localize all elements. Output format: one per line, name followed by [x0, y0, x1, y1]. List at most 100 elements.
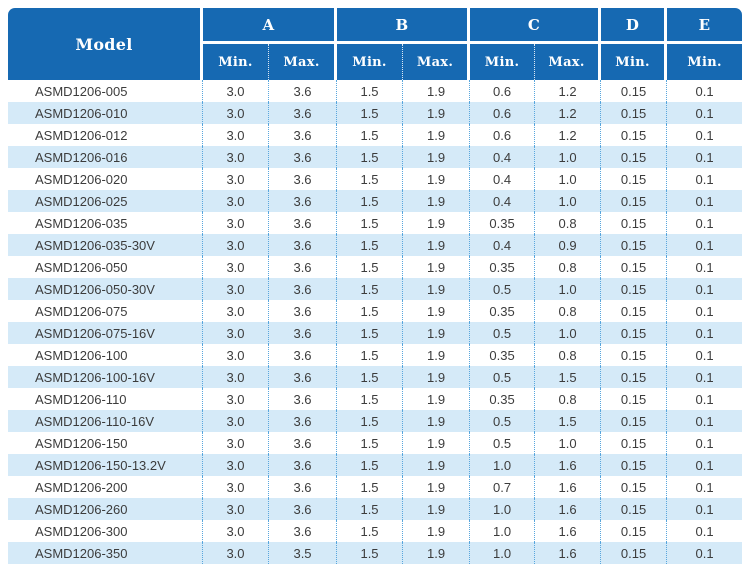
value-cell: 1.0 [470, 542, 536, 564]
value-cell: 0.15 [601, 168, 668, 190]
model-cell: ASMD1206-075 [8, 300, 203, 322]
value-cell: 3.6 [269, 212, 338, 234]
value-cell: 3.6 [269, 234, 338, 256]
value-cell: 0.6 [470, 124, 536, 146]
value-cell: 3.6 [269, 366, 338, 388]
table-row: ASMD1206-035 3.0 3.6 1.5 1.9 0.35 0.8 0.15 0.1 [8, 212, 742, 234]
value-cell: 1.9 [403, 190, 471, 212]
value-cell: 1.5 [337, 322, 404, 344]
value-cell: 0.4 [470, 146, 536, 168]
value-cell: 0.15 [601, 542, 668, 564]
value-cell: 3.6 [269, 344, 338, 366]
value-cell: 1.9 [403, 432, 471, 454]
table-row: ASMD1206-110-16V 3.0 3.6 1.5 1.9 0.5 1.5 0.15 0.… [8, 410, 743, 432]
model-cell: ASMD1206-016 [8, 146, 203, 168]
value-cell: 0.1 [695, 215, 714, 231]
value-cell: 1.5 [337, 542, 404, 564]
value-cell: 0.1 [695, 171, 714, 187]
spec-table: Model A B C D E Min. Max. Min. Max. Min.… [8, 8, 743, 564]
column-header-d-min: Min. [601, 44, 668, 80]
value-cell: 1.5 [535, 410, 602, 432]
value-cell: 0.15 [601, 366, 668, 388]
value-cell: 0.1 [667, 190, 743, 212]
value-cell: 0.15 [601, 124, 668, 146]
value-cell: 0.1 [695, 259, 714, 275]
value-cell: 1.9 [403, 300, 471, 322]
value-cell: 0.4 [470, 190, 536, 212]
model-cell: ASMD1206-020 [8, 168, 203, 190]
value-cell: 1.0 [470, 520, 536, 542]
value-cell: 3.0 [203, 322, 269, 344]
table-row: ASMD1206-110 3.0 3.6 1.5 1.9 0.35 0.8 0.15 0.1 [8, 388, 742, 410]
column-header-b-max: Max. [403, 44, 471, 80]
model-cell: ASMD1206-005 [8, 80, 203, 102]
value-cell: 3.0 [203, 498, 269, 520]
table-row: ASMD1206-075-16V 3.0 3.6 1.5 1.9 0.5 1.0 0.15 0.… [8, 322, 743, 344]
value-cell: 0.15 [601, 278, 668, 300]
value-cell: 1.6 [535, 542, 602, 564]
table-row: ASMD1206-150-13.2V 3.0 3.6 1.5 1.9 1.0 1.6 0.15… [8, 454, 743, 476]
value-cell: 0.7 [470, 476, 536, 498]
value-cell: 1.2 [535, 102, 602, 124]
table-row: ASMD1206-150 3.0 3.6 1.5 1.9 0.5 1.0 0.15 0.1 [8, 432, 742, 454]
value-cell: 3.6 [269, 454, 338, 476]
value-cell: 0.1 [667, 410, 743, 432]
value-cell: 1.5 [337, 300, 404, 322]
value-cell: 1.9 [403, 102, 471, 124]
value-cell: 3.0 [203, 410, 269, 432]
value-cell: 1.0 [470, 454, 536, 476]
value-cell: 3.6 [269, 410, 338, 432]
value-cell: 1.5 [337, 190, 404, 212]
value-cell: 3.0 [203, 190, 269, 212]
table-row: ASMD1206-200 3.0 3.6 1.5 1.9 0.7 1.6 0.15 0.1 [8, 476, 742, 498]
value-cell: 3.0 [203, 388, 269, 410]
value-cell: 1.9 [403, 498, 471, 520]
value-cell: 1.9 [403, 212, 471, 234]
column-header-model: Model [8, 8, 203, 80]
model-cell: ASMD1206-350 [8, 542, 203, 564]
table-row: ASMD1206-050 3.0 3.6 1.5 1.9 0.35 0.8 0.15 0.1 [8, 256, 742, 278]
value-cell: 3.0 [203, 542, 269, 564]
value-cell: 1.5 [337, 498, 404, 520]
value-cell: 0.15 [601, 476, 668, 498]
table-row: ASMD1206-012 3.0 3.6 1.5 1.9 0.6 1.2 0.15 0.1 [8, 124, 742, 146]
model-cell: ASMD1206-300 [8, 520, 203, 542]
value-cell: 3.0 [203, 146, 269, 168]
table-row: ASMD1206-300 3.0 3.6 1.5 1.9 1.0 1.6 0.15 0.1 [8, 520, 742, 542]
value-cell: 3.6 [269, 520, 338, 542]
value-cell: 1.5 [337, 212, 404, 234]
column-header-c-max: Max. [535, 44, 602, 80]
value-cell: 0.15 [601, 146, 668, 168]
table-row: ASMD1206-035-30V 3.0 3.6 1.5 1.9 0.4 0.9 0.15 0.… [8, 234, 743, 256]
value-cell: 0.4 [470, 168, 536, 190]
value-cell: 3.6 [269, 432, 338, 454]
value-cell: 3.0 [203, 168, 269, 190]
value-cell: 0.15 [601, 256, 668, 278]
value-cell: 0.1 [667, 234, 743, 256]
table-header: Model A B C D E Min. Max. Min. Max. Min.… [8, 8, 743, 80]
value-cell: 0.6 [470, 102, 536, 124]
table-row: ASMD1206-100 3.0 3.6 1.5 1.9 0.35 0.8 0.15 0.1 [8, 344, 742, 366]
value-cell: 1.5 [337, 256, 404, 278]
value-cell: 0.15 [601, 432, 668, 454]
value-cell: 1.9 [403, 476, 471, 498]
value-cell: 0.1 [695, 435, 714, 451]
model-cell: ASMD1206-025 [8, 190, 203, 212]
value-cell: 3.0 [203, 366, 269, 388]
column-header-c-min: Min. [470, 44, 536, 80]
value-cell: 3.0 [203, 520, 269, 542]
value-cell: 3.6 [269, 190, 338, 212]
value-cell: 1.9 [403, 124, 471, 146]
value-cell: 0.15 [601, 410, 668, 432]
value-cell: 1.5 [337, 344, 404, 366]
value-cell: 1.5 [337, 520, 404, 542]
value-cell: 3.6 [269, 278, 338, 300]
model-cell: ASMD1206-012 [8, 124, 203, 146]
value-cell: 1.0 [535, 322, 602, 344]
value-cell: 1.5 [337, 168, 404, 190]
value-cell: 1.5 [337, 102, 404, 124]
value-cell: 0.15 [601, 212, 668, 234]
model-cell: ASMD1206-100 [8, 344, 203, 366]
value-cell: 1.9 [403, 366, 471, 388]
